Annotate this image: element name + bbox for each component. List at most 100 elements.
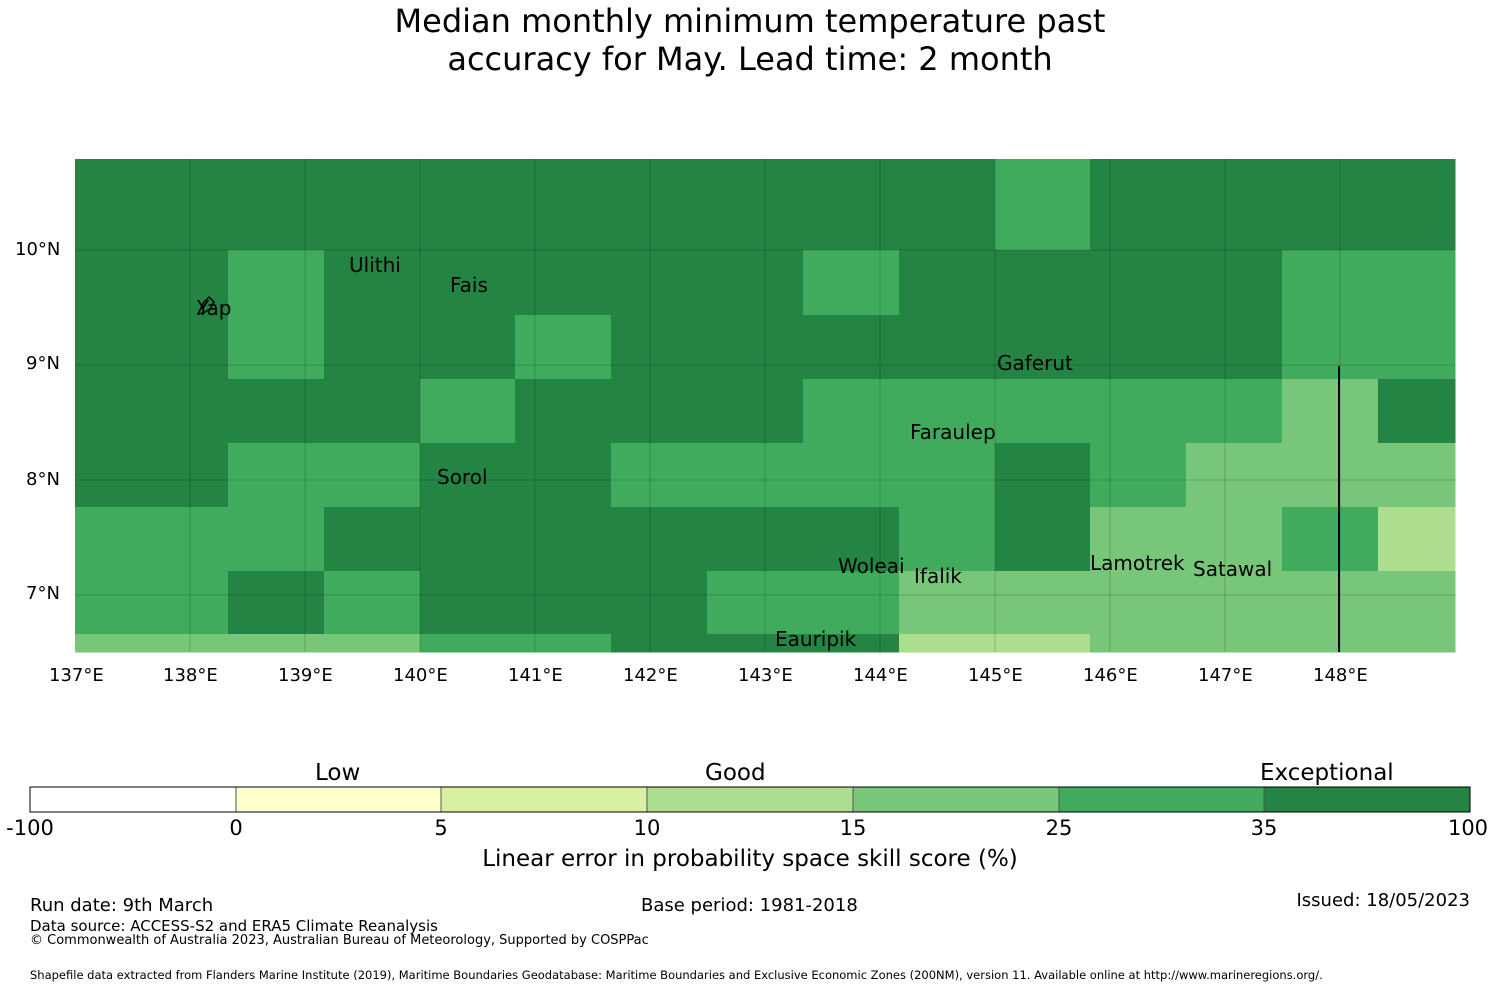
skill-cell xyxy=(1090,379,1187,444)
colorbar-segment xyxy=(647,787,853,812)
skill-cell xyxy=(1186,443,1283,508)
skill-cell xyxy=(707,571,804,635)
colorbar-tick-label: -100 xyxy=(6,816,54,840)
colorbar-tick-label: 15 xyxy=(839,816,867,840)
skill-cell xyxy=(1282,507,1379,572)
lat-tick-label: 8°N xyxy=(26,469,60,490)
skill-cell xyxy=(1090,159,1187,251)
skill-cell xyxy=(995,315,1091,380)
skill-cell xyxy=(899,443,996,508)
skill-cell xyxy=(1090,250,1187,316)
lon-tick-label: 137°E xyxy=(49,665,104,686)
skill-cell xyxy=(995,159,1091,251)
colorbar-segment xyxy=(1264,787,1470,812)
skill-cell xyxy=(803,443,900,508)
skill-cell xyxy=(899,315,996,380)
skill-cell xyxy=(420,571,516,635)
lon-tick-label: 141°E xyxy=(508,665,563,686)
skill-cell xyxy=(803,159,900,251)
yap-island-icon xyxy=(196,295,215,316)
lat-tick-label: 7°N xyxy=(26,583,60,604)
skill-cell xyxy=(420,507,516,572)
lat-tick-label: 10°N xyxy=(15,239,61,260)
skill-cell xyxy=(1282,443,1379,508)
skill-cell xyxy=(611,507,708,572)
skill-cell xyxy=(803,379,900,444)
place-label-ifalik: Ifalik xyxy=(914,564,962,588)
skill-cell xyxy=(515,250,612,316)
colorbar-tick-label: 5 xyxy=(434,816,448,840)
skill-cell xyxy=(515,315,612,380)
skill-cell xyxy=(1186,315,1283,380)
skill-cell xyxy=(611,571,708,635)
skill-cell xyxy=(899,159,996,251)
skill-cell xyxy=(75,315,229,380)
place-label-fais: Fais xyxy=(450,273,488,297)
skill-cell xyxy=(995,250,1091,316)
skill-cell xyxy=(420,443,516,508)
skill-cell xyxy=(228,159,325,251)
map-title: Median monthly minimum temperature past … xyxy=(0,2,1500,78)
skill-cell xyxy=(803,634,900,653)
skill-cell xyxy=(611,634,708,653)
skill-grid xyxy=(75,159,1456,653)
place-label-yap: Yap xyxy=(197,296,232,320)
skill-cell xyxy=(1090,571,1187,635)
skill-cell xyxy=(515,379,612,444)
skill-cell xyxy=(324,250,421,316)
skill-cell xyxy=(1090,634,1187,653)
skill-cell xyxy=(803,315,900,380)
skill-cell xyxy=(707,634,804,653)
colorbar-segment xyxy=(236,787,441,812)
skill-cell xyxy=(1378,250,1456,316)
skill-cell xyxy=(1378,634,1456,653)
skill-cell xyxy=(420,379,516,444)
lon-tick-label: 146°E xyxy=(1083,665,1138,686)
skill-cell xyxy=(611,250,708,316)
skill-cell xyxy=(1282,159,1379,251)
skill-cell xyxy=(75,379,229,444)
place-label-satawal: Satawal xyxy=(1193,557,1273,581)
skill-cell xyxy=(1058,571,1090,634)
lon-tick-label: 143°E xyxy=(738,665,793,686)
skill-cell xyxy=(995,379,1091,444)
skill-cell xyxy=(420,159,516,251)
skill-cell xyxy=(899,250,996,316)
skill-cell xyxy=(611,315,708,380)
skill-cell xyxy=(899,379,996,444)
colorbar-tick-label: 10 xyxy=(633,816,661,840)
place-label-lamotrek: Lamotrek xyxy=(1090,551,1185,575)
skill-cell xyxy=(75,634,229,653)
skill-cell xyxy=(228,250,325,316)
skill-cell xyxy=(995,507,1091,572)
skill-cell xyxy=(324,634,421,653)
place-label-ulithi: Ulithi xyxy=(349,253,401,277)
skill-cell xyxy=(1186,571,1283,635)
skill-cell xyxy=(420,315,516,380)
place-label-woleai: Woleai xyxy=(838,554,905,578)
colorbar-segment xyxy=(1059,787,1264,812)
lon-tick-label: 144°E xyxy=(853,665,908,686)
run-date: Run date: 9th March xyxy=(30,895,214,916)
skill-cell xyxy=(1186,250,1283,316)
skill-cell xyxy=(803,507,900,572)
place-label-gaferut: Gaferut xyxy=(997,351,1073,375)
skill-cell xyxy=(324,571,421,635)
colorbar-category-exceptional: Exceptional xyxy=(1260,760,1394,786)
colorbar-tick-label: 25 xyxy=(1045,816,1073,840)
lat-tick-label: 9°N xyxy=(26,353,60,374)
skill-cell xyxy=(1378,159,1456,251)
colorbar-segment xyxy=(853,787,1059,812)
skill-cell xyxy=(515,507,612,572)
colorbar-category-low: Low xyxy=(315,760,361,786)
lon-tick-label: 145°E xyxy=(968,665,1023,686)
skill-cell xyxy=(1378,443,1456,508)
issued-date: Issued: 18/05/2023 xyxy=(1296,890,1470,911)
data-source: Data source: ACCESS-S2 and ERA5 Climate … xyxy=(30,917,438,935)
skill-cell xyxy=(899,571,996,635)
skill-cell xyxy=(1186,379,1283,444)
map-title-line-1: Median monthly minimum temperature past xyxy=(394,2,1106,40)
skill-cell xyxy=(515,159,612,251)
skill-cell xyxy=(420,250,516,316)
skill-cell xyxy=(1090,507,1187,572)
